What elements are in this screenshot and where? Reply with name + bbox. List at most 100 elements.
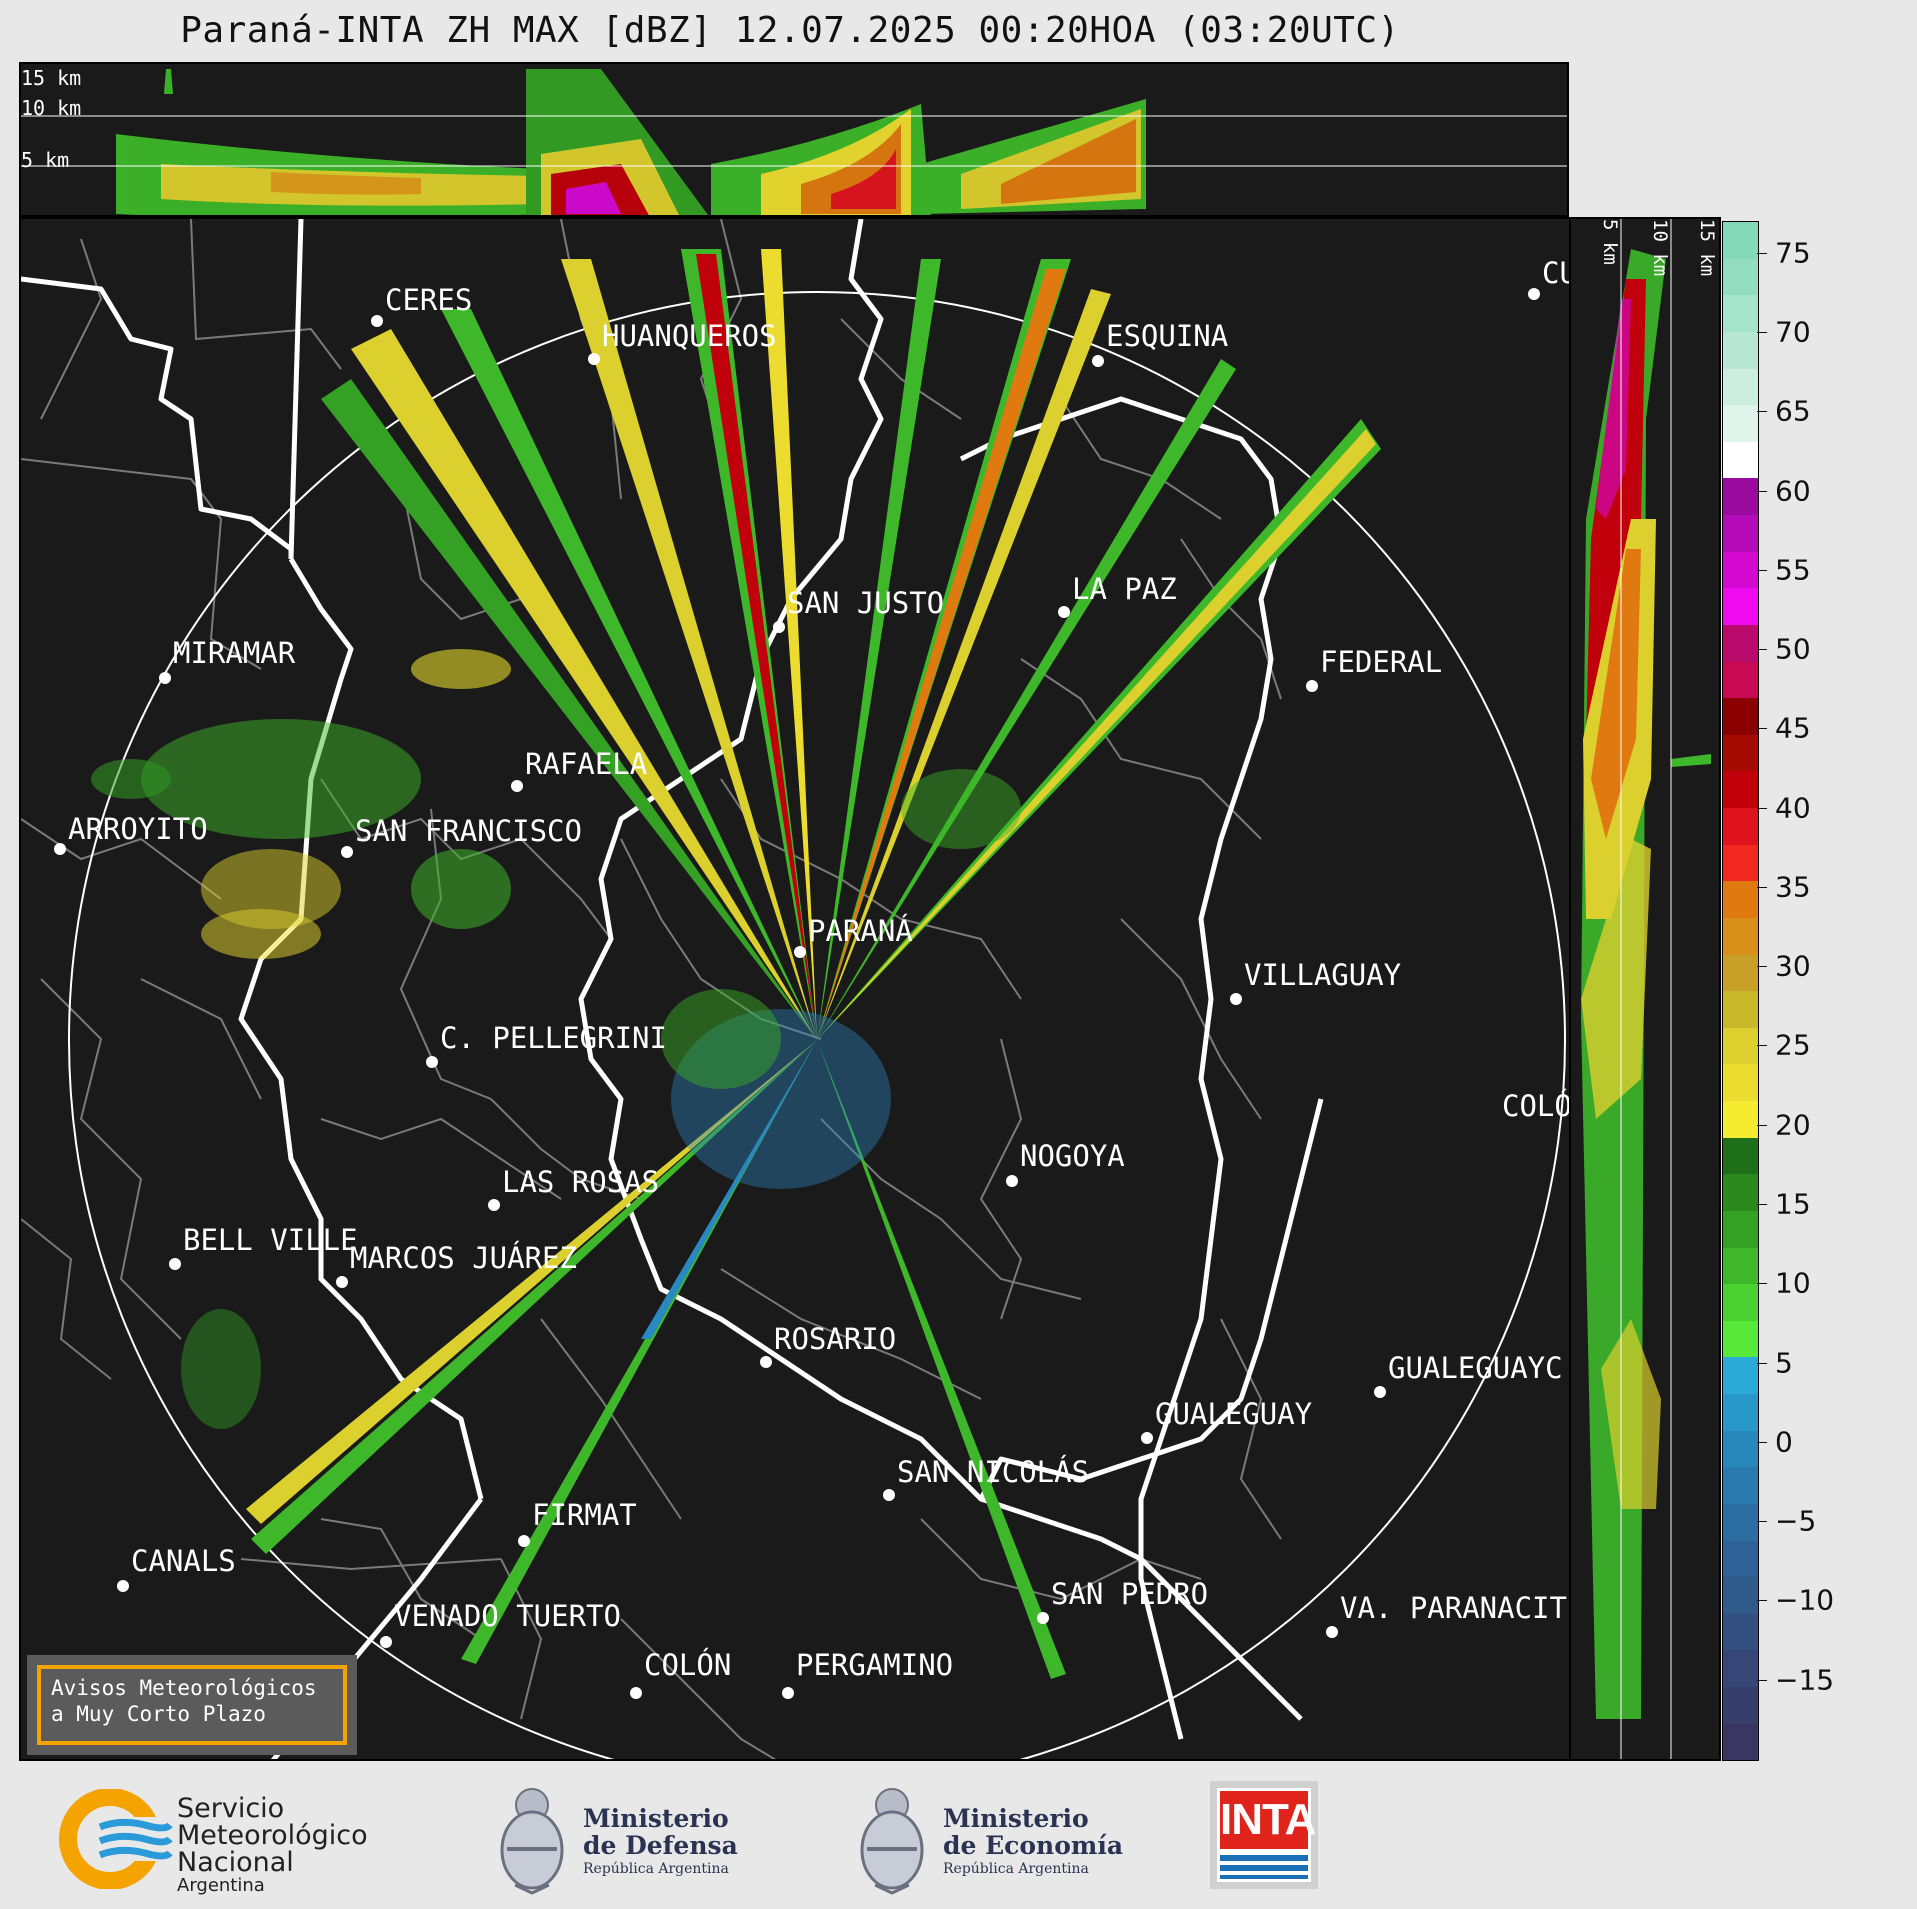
city-dot-c-pellegrini [426, 1056, 438, 1068]
colorbar-tick [1757, 886, 1767, 888]
chart-title: Paraná-INTA ZH MAX [dBZ] 12.07.2025 00:2… [180, 10, 1400, 51]
city-dot-gualeguay [1141, 1432, 1153, 1444]
smn-line-4: Argentina [177, 1875, 265, 1896]
colorbar-segment [1723, 1101, 1758, 1138]
radar-clutter [91, 649, 1021, 1429]
city-dot-san-nicolas [883, 1489, 895, 1501]
city-dot-miramar [159, 672, 171, 684]
colorbar-segment [1723, 551, 1758, 589]
top-cross-section-image [21, 69, 1567, 215]
colorbar-segment [1723, 331, 1758, 369]
city-label-esquina: ESQUINA [1106, 319, 1228, 353]
colorbar-tick [1757, 1679, 1767, 1681]
colorbar-segment [1723, 1577, 1758, 1614]
smn-line-1: Servicio [177, 1793, 285, 1824]
warning-line-2: a Muy Corto Plazo [51, 1702, 266, 1726]
top-cross-section-panel: 15 km 10 km 5 km [19, 62, 1569, 217]
colorbar-segment [1723, 1394, 1758, 1431]
colorbar-tick [1757, 1124, 1767, 1126]
colorbar-segment [1723, 1650, 1758, 1687]
radar-map: CERES HUANQUEROS ESQUINA CU SAN JUSTO LA… [19, 217, 1571, 1761]
economia-logo: Ministerio de Economía República Argenti… [855, 1775, 1125, 1900]
altitude-label-15km: 15 km [21, 66, 82, 90]
city-dot-bell-ville [169, 1258, 181, 1270]
city-label-colon: COLÓN [644, 1648, 731, 1682]
city-label-gualeguaychu: GUALEGUAYC [1388, 1351, 1563, 1385]
colorbar-tick-label: −5 [1775, 1504, 1817, 1538]
colorbar-segment [1723, 515, 1758, 552]
colorbar-tick [1757, 1204, 1767, 1206]
city-dot-rafaela [511, 780, 523, 792]
colorbar-tick [1757, 1521, 1767, 1523]
colorbar-tick-label: 70 [1775, 315, 1811, 349]
colorbar-tick-label: 30 [1775, 949, 1811, 983]
side-cross-section-panel: 5 km 10 km 15 km [1571, 217, 1721, 1761]
colorbar-segment [1723, 991, 1758, 1028]
colorbar-segment [1723, 1247, 1758, 1285]
colorbar-tick [1757, 569, 1767, 571]
colorbar-tick-label: 55 [1775, 553, 1811, 587]
city-label-san-nicolas: SAN NICOLÁS [897, 1455, 1089, 1489]
colorbar-segment [1723, 624, 1758, 662]
colorbar-tick [1757, 1045, 1767, 1047]
colorbar-tick [1757, 252, 1767, 254]
city-dot-venado-tuerto [380, 1636, 392, 1648]
warning-box[interactable]: Avisos Meteorológicos a Muy Corto Plazo [27, 1655, 357, 1755]
city-label-san-justo: SAN JUSTO [787, 586, 944, 620]
colorbar-tick-label: 60 [1775, 474, 1811, 508]
range-ring [68, 291, 1566, 1759]
city-label-firmat: FIRMAT [532, 1498, 637, 1532]
colorbar-segment [1723, 258, 1758, 296]
city-label-bell-ville: BELL VILLE [183, 1223, 358, 1257]
defensa-line-2: de Defensa [583, 1831, 738, 1860]
colorbar-segment [1723, 698, 1758, 735]
radar-echoes [246, 249, 1381, 1679]
colorbar-tick-label: 25 [1775, 1028, 1811, 1062]
city-markers: CERES HUANQUEROS ESQUINA CU SAN JUSTO LA… [54, 256, 1569, 1699]
city-label-va-paranacito: VA. PARANACIT [1340, 1591, 1567, 1625]
colorbar-segment [1723, 1320, 1758, 1358]
colorbar-segment [1723, 1467, 1758, 1504]
colorbar-segment [1723, 1723, 1758, 1761]
colorbar-segment [1723, 917, 1758, 955]
city-dot-marcos-juarez [336, 1276, 348, 1288]
colorbar-tick-label: 5 [1775, 1346, 1793, 1380]
warning-line-1: Avisos Meteorológicos [51, 1676, 317, 1700]
colorbar-segment [1723, 1430, 1758, 1468]
colorbar-tick-label: 75 [1775, 236, 1811, 270]
city-dot-federal [1306, 680, 1318, 692]
city-dot-san-justo [773, 621, 785, 633]
colorbar-tick-label: 0 [1775, 1425, 1793, 1459]
radar-map-svg: CERES HUANQUEROS ESQUINA CU SAN JUSTO LA… [21, 219, 1569, 1759]
smn-logo-icon [59, 1789, 175, 1889]
city-label-huanqueros: HUANQUEROS [602, 319, 777, 353]
colorbar-segment [1723, 1064, 1758, 1101]
city-dot-ceres [371, 315, 383, 327]
city-label-san-francisco: SAN FRANCISCO [355, 814, 582, 848]
colorbar-segment [1723, 881, 1758, 918]
city-label-federal: FEDERAL [1320, 645, 1442, 679]
city-label-canals: CANALS [131, 1544, 236, 1578]
colorbar-segment [1723, 771, 1758, 808]
city-dot-la-paz [1058, 606, 1070, 618]
city-label-marcos-juarez: MARCOS JUÁREZ [350, 1241, 577, 1275]
colorbar-segment [1723, 734, 1758, 772]
colorbar-tick-label: 65 [1775, 394, 1811, 428]
city-label-villaguay: VILLAGUAY [1244, 958, 1401, 992]
economia-line-3: República Argentina [943, 1861, 1089, 1877]
city-dot-gualeguaychu [1374, 1386, 1386, 1398]
city-dot-parana [794, 946, 806, 958]
colorbar-segment [1723, 1503, 1758, 1541]
inta-logo: INTA [1210, 1781, 1318, 1889]
colorbar-tick [1757, 1362, 1767, 1364]
colorbar-tick [1757, 331, 1767, 333]
city-dot-esquina [1092, 355, 1104, 367]
city-dot-colon [630, 1687, 642, 1699]
department-borders [21, 219, 1282, 1759]
city-dot-san-francisco [341, 846, 353, 858]
colorbar-tick [1757, 966, 1767, 968]
side-altitude-label-15km: 15 km [1696, 219, 1718, 277]
colorbar-tick-label: 50 [1775, 632, 1811, 666]
colorbar-segment [1723, 1137, 1758, 1175]
warning-box-frame: Avisos Meteorológicos a Muy Corto Plazo [37, 1665, 347, 1745]
